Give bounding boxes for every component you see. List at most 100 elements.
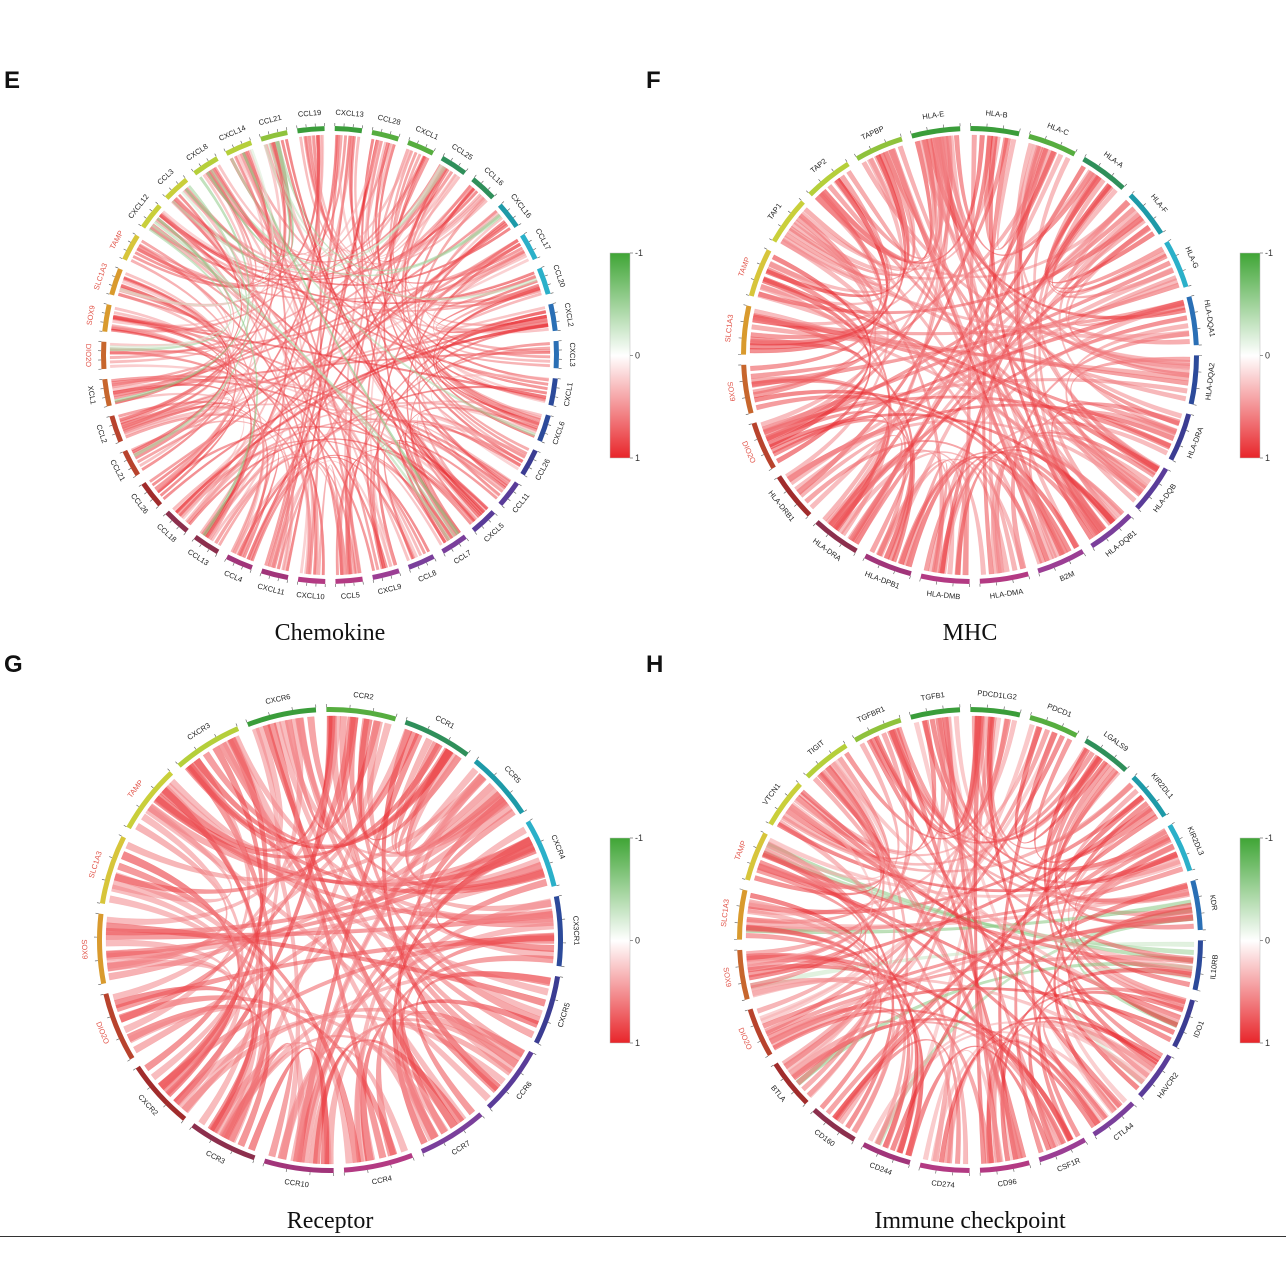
segment-tick bbox=[107, 1016, 111, 1019]
chord-ribbon bbox=[921, 139, 1137, 503]
segment-label: SOX9 bbox=[80, 939, 90, 959]
segment-tick bbox=[476, 756, 480, 760]
chord-ribbon bbox=[241, 152, 460, 536]
segment-label: XCL1 bbox=[86, 385, 98, 405]
colorbar-tick-label: 1 bbox=[635, 1038, 640, 1048]
segment-label: HLA-DQA2 bbox=[1203, 362, 1216, 400]
segment-tick bbox=[1171, 822, 1175, 825]
chord-ribbon bbox=[109, 227, 232, 352]
chord-ribbon bbox=[106, 715, 342, 925]
segment-tick bbox=[867, 727, 869, 731]
segment-tick bbox=[787, 210, 791, 214]
segment-tick bbox=[1191, 295, 1195, 297]
segment-tick bbox=[815, 761, 819, 764]
segment-arc bbox=[808, 161, 850, 197]
segment-label: TAMP bbox=[732, 839, 748, 861]
chord-ribbon bbox=[140, 813, 244, 1094]
segment-label: CCR5 bbox=[502, 764, 522, 785]
segment-tick bbox=[1191, 414, 1195, 416]
segment-arc bbox=[193, 535, 220, 555]
segment-label: SOX9 bbox=[721, 967, 733, 988]
segment-tick bbox=[206, 158, 209, 162]
chord-ribbon bbox=[831, 882, 1189, 1120]
segment-label: CSF1R bbox=[1056, 1156, 1083, 1174]
segment-tick bbox=[556, 884, 560, 886]
chord-ribbon bbox=[217, 149, 413, 258]
segment-tick bbox=[101, 397, 106, 399]
colorbar-tick-label: 0 bbox=[635, 351, 640, 361]
segment-tick bbox=[176, 526, 179, 530]
segment-tick bbox=[132, 232, 136, 235]
segment-tick bbox=[1086, 735, 1089, 739]
segment-tick bbox=[1152, 1084, 1156, 1087]
segment-label: HLA-B bbox=[985, 108, 1008, 119]
segment-tick bbox=[518, 223, 522, 226]
segment-label: CCR2 bbox=[353, 690, 374, 702]
segment-tick bbox=[547, 1022, 551, 1024]
segment-tick bbox=[466, 168, 469, 172]
chords bbox=[105, 715, 555, 1165]
chord-ribbon bbox=[106, 728, 413, 970]
segment-label: SLC1A3 bbox=[92, 262, 110, 291]
segment-arc bbox=[1131, 775, 1167, 818]
chords bbox=[745, 715, 1195, 1165]
segment-tick bbox=[372, 579, 374, 583]
segment-tick bbox=[98, 983, 102, 985]
segment-arc bbox=[99, 835, 126, 904]
segment-tick bbox=[1106, 538, 1109, 542]
segment-tick bbox=[760, 830, 764, 833]
segment-tick bbox=[1180, 445, 1184, 448]
segment-tick bbox=[764, 247, 768, 250]
segment-tick bbox=[1119, 528, 1122, 531]
segment-arc bbox=[864, 553, 912, 577]
segment-tick bbox=[488, 519, 492, 523]
segment-tick bbox=[381, 577, 384, 581]
segment-tick bbox=[1172, 460, 1176, 463]
segment-tick bbox=[842, 740, 846, 744]
chord-ribbon bbox=[206, 140, 294, 257]
segment-tick bbox=[123, 824, 127, 827]
segment-tick bbox=[510, 790, 513, 793]
segment-arc bbox=[1190, 880, 1203, 931]
segment-tick bbox=[1060, 141, 1063, 145]
chord-ribbon bbox=[867, 1021, 1148, 1142]
segment-tick bbox=[448, 736, 451, 740]
segment-tick bbox=[481, 180, 484, 184]
segment-label: TAP1 bbox=[766, 201, 784, 221]
segment-label: CCL28 bbox=[377, 113, 402, 127]
segment-tick bbox=[133, 475, 136, 479]
segment-tick bbox=[918, 1167, 920, 1171]
segment-label: CCL21 bbox=[258, 113, 283, 127]
segment-label: CXCR5 bbox=[556, 1002, 572, 1029]
segment-tick bbox=[168, 187, 172, 191]
segment-tick bbox=[1029, 1165, 1031, 1169]
segment-arc bbox=[1038, 1137, 1087, 1163]
segment-label: CXCL1 bbox=[414, 124, 440, 142]
segment-arc bbox=[297, 126, 325, 134]
segment-arc bbox=[263, 1158, 334, 1173]
segment-tick bbox=[459, 543, 462, 547]
segment-tick bbox=[555, 999, 559, 1001]
segment-tick bbox=[744, 1009, 748, 1012]
segment-arc bbox=[537, 414, 551, 442]
segment-label: TAP2 bbox=[808, 157, 828, 175]
segment-label: TAMP bbox=[125, 778, 145, 800]
segment-tick bbox=[409, 569, 411, 573]
segment-tick bbox=[1189, 1016, 1193, 1019]
segment-tick bbox=[823, 1122, 826, 1126]
segment-tick bbox=[882, 720, 885, 724]
segment-tick bbox=[474, 532, 478, 535]
chord-ribbon bbox=[433, 286, 541, 438]
chord-ribbon bbox=[748, 867, 862, 978]
segment-tick bbox=[868, 145, 871, 149]
segment-label: IL10RB bbox=[1208, 954, 1220, 980]
segment-arc bbox=[101, 341, 107, 370]
segment-arc bbox=[372, 568, 400, 580]
chord-ribbon bbox=[761, 277, 871, 464]
segment-tick bbox=[541, 441, 545, 444]
chord-ribbon bbox=[776, 821, 1179, 893]
segment-tick bbox=[802, 1104, 806, 1107]
colorbar-tick-label: 0 bbox=[1265, 351, 1270, 361]
segment-tick bbox=[548, 424, 552, 426]
segment-tick bbox=[1131, 191, 1135, 194]
